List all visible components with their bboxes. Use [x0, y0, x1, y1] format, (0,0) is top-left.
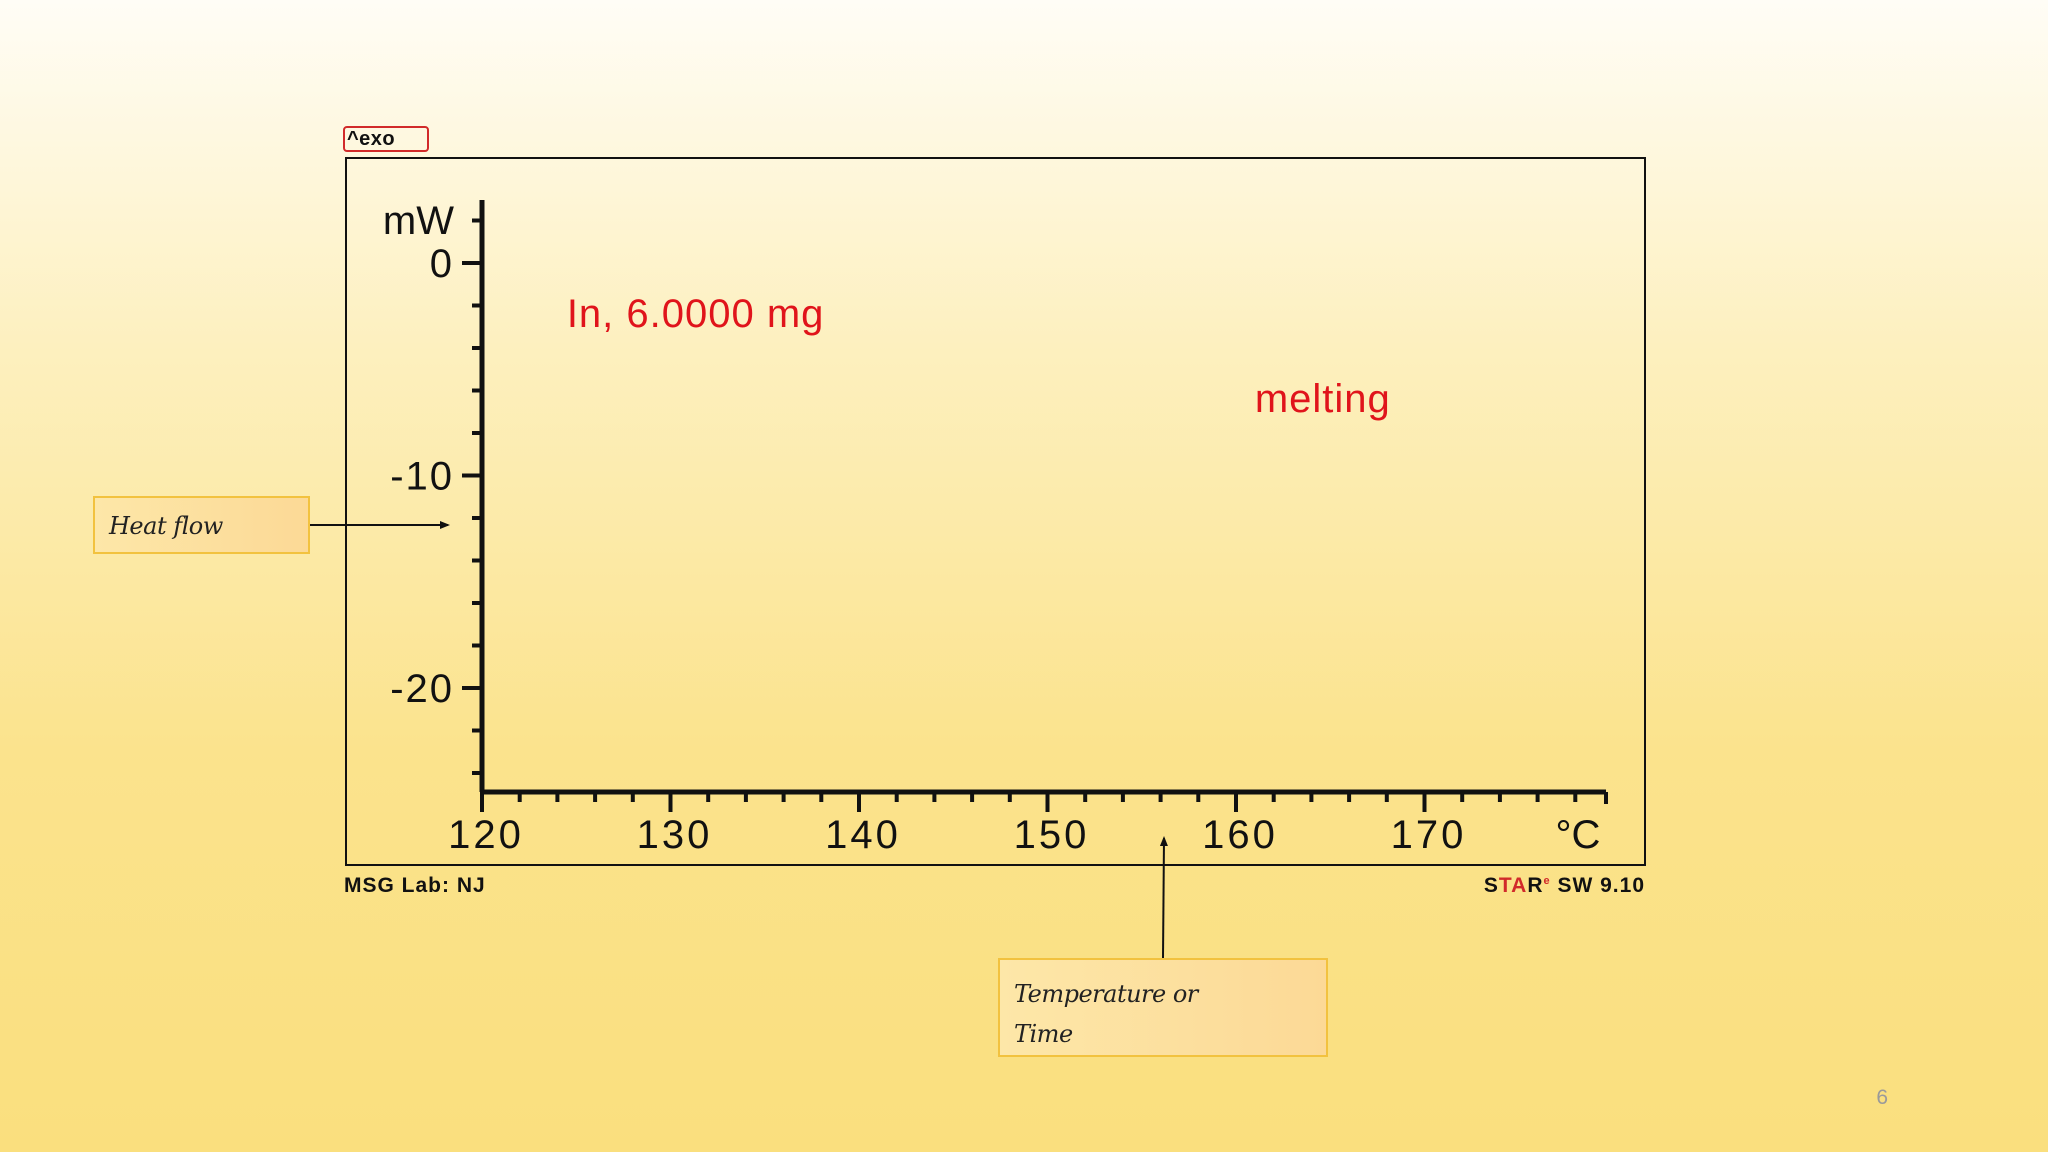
footer-software-mark: e — [1543, 875, 1551, 887]
x-tick-label: 120 — [448, 813, 524, 857]
page-number: 6 — [1876, 1086, 1888, 1109]
footer-software-label: STARe SW 9.10 — [1484, 874, 1645, 898]
footer-software-ta: TA — [1498, 874, 1528, 897]
x-tick-label: 140 — [825, 813, 901, 857]
x-tick-label: 170 — [1391, 813, 1467, 857]
temperature-arrow — [1159, 836, 1168, 959]
x-tick-label: 160 — [1202, 813, 1278, 857]
y-tick-label: -20 — [390, 667, 454, 711]
melting-annotation: melting — [1255, 377, 1391, 421]
x-tick-label: 150 — [1014, 813, 1090, 857]
y-tick-label: 0 — [430, 242, 454, 286]
temperature-callout-line1: Temperature or — [1014, 980, 1198, 1008]
temperature-callout: Temperature or Time — [998, 958, 1328, 1057]
footer-software-r: R — [1527, 874, 1544, 897]
footer-software-version: SW 9.10 — [1550, 874, 1645, 897]
sample-annotation: In, 6.0000 mg — [567, 292, 825, 336]
heat-flow-callout: Heat flow — [93, 496, 310, 554]
y-tick-label: -10 — [390, 455, 454, 499]
footer-lab-label: MSG Lab: NJ — [344, 874, 486, 897]
plot-frame — [345, 157, 1646, 866]
x-tick-label: 130 — [637, 813, 713, 857]
x-unit-label: °C — [1556, 813, 1601, 857]
exo-direction-label: ^exo — [343, 126, 429, 152]
heat-flow-callout-text: Heat flow — [109, 512, 223, 540]
y-unit-label: mW — [383, 199, 454, 243]
footer-software-s: S — [1483, 874, 1499, 897]
temperature-callout-line2: Time — [1014, 1020, 1073, 1048]
